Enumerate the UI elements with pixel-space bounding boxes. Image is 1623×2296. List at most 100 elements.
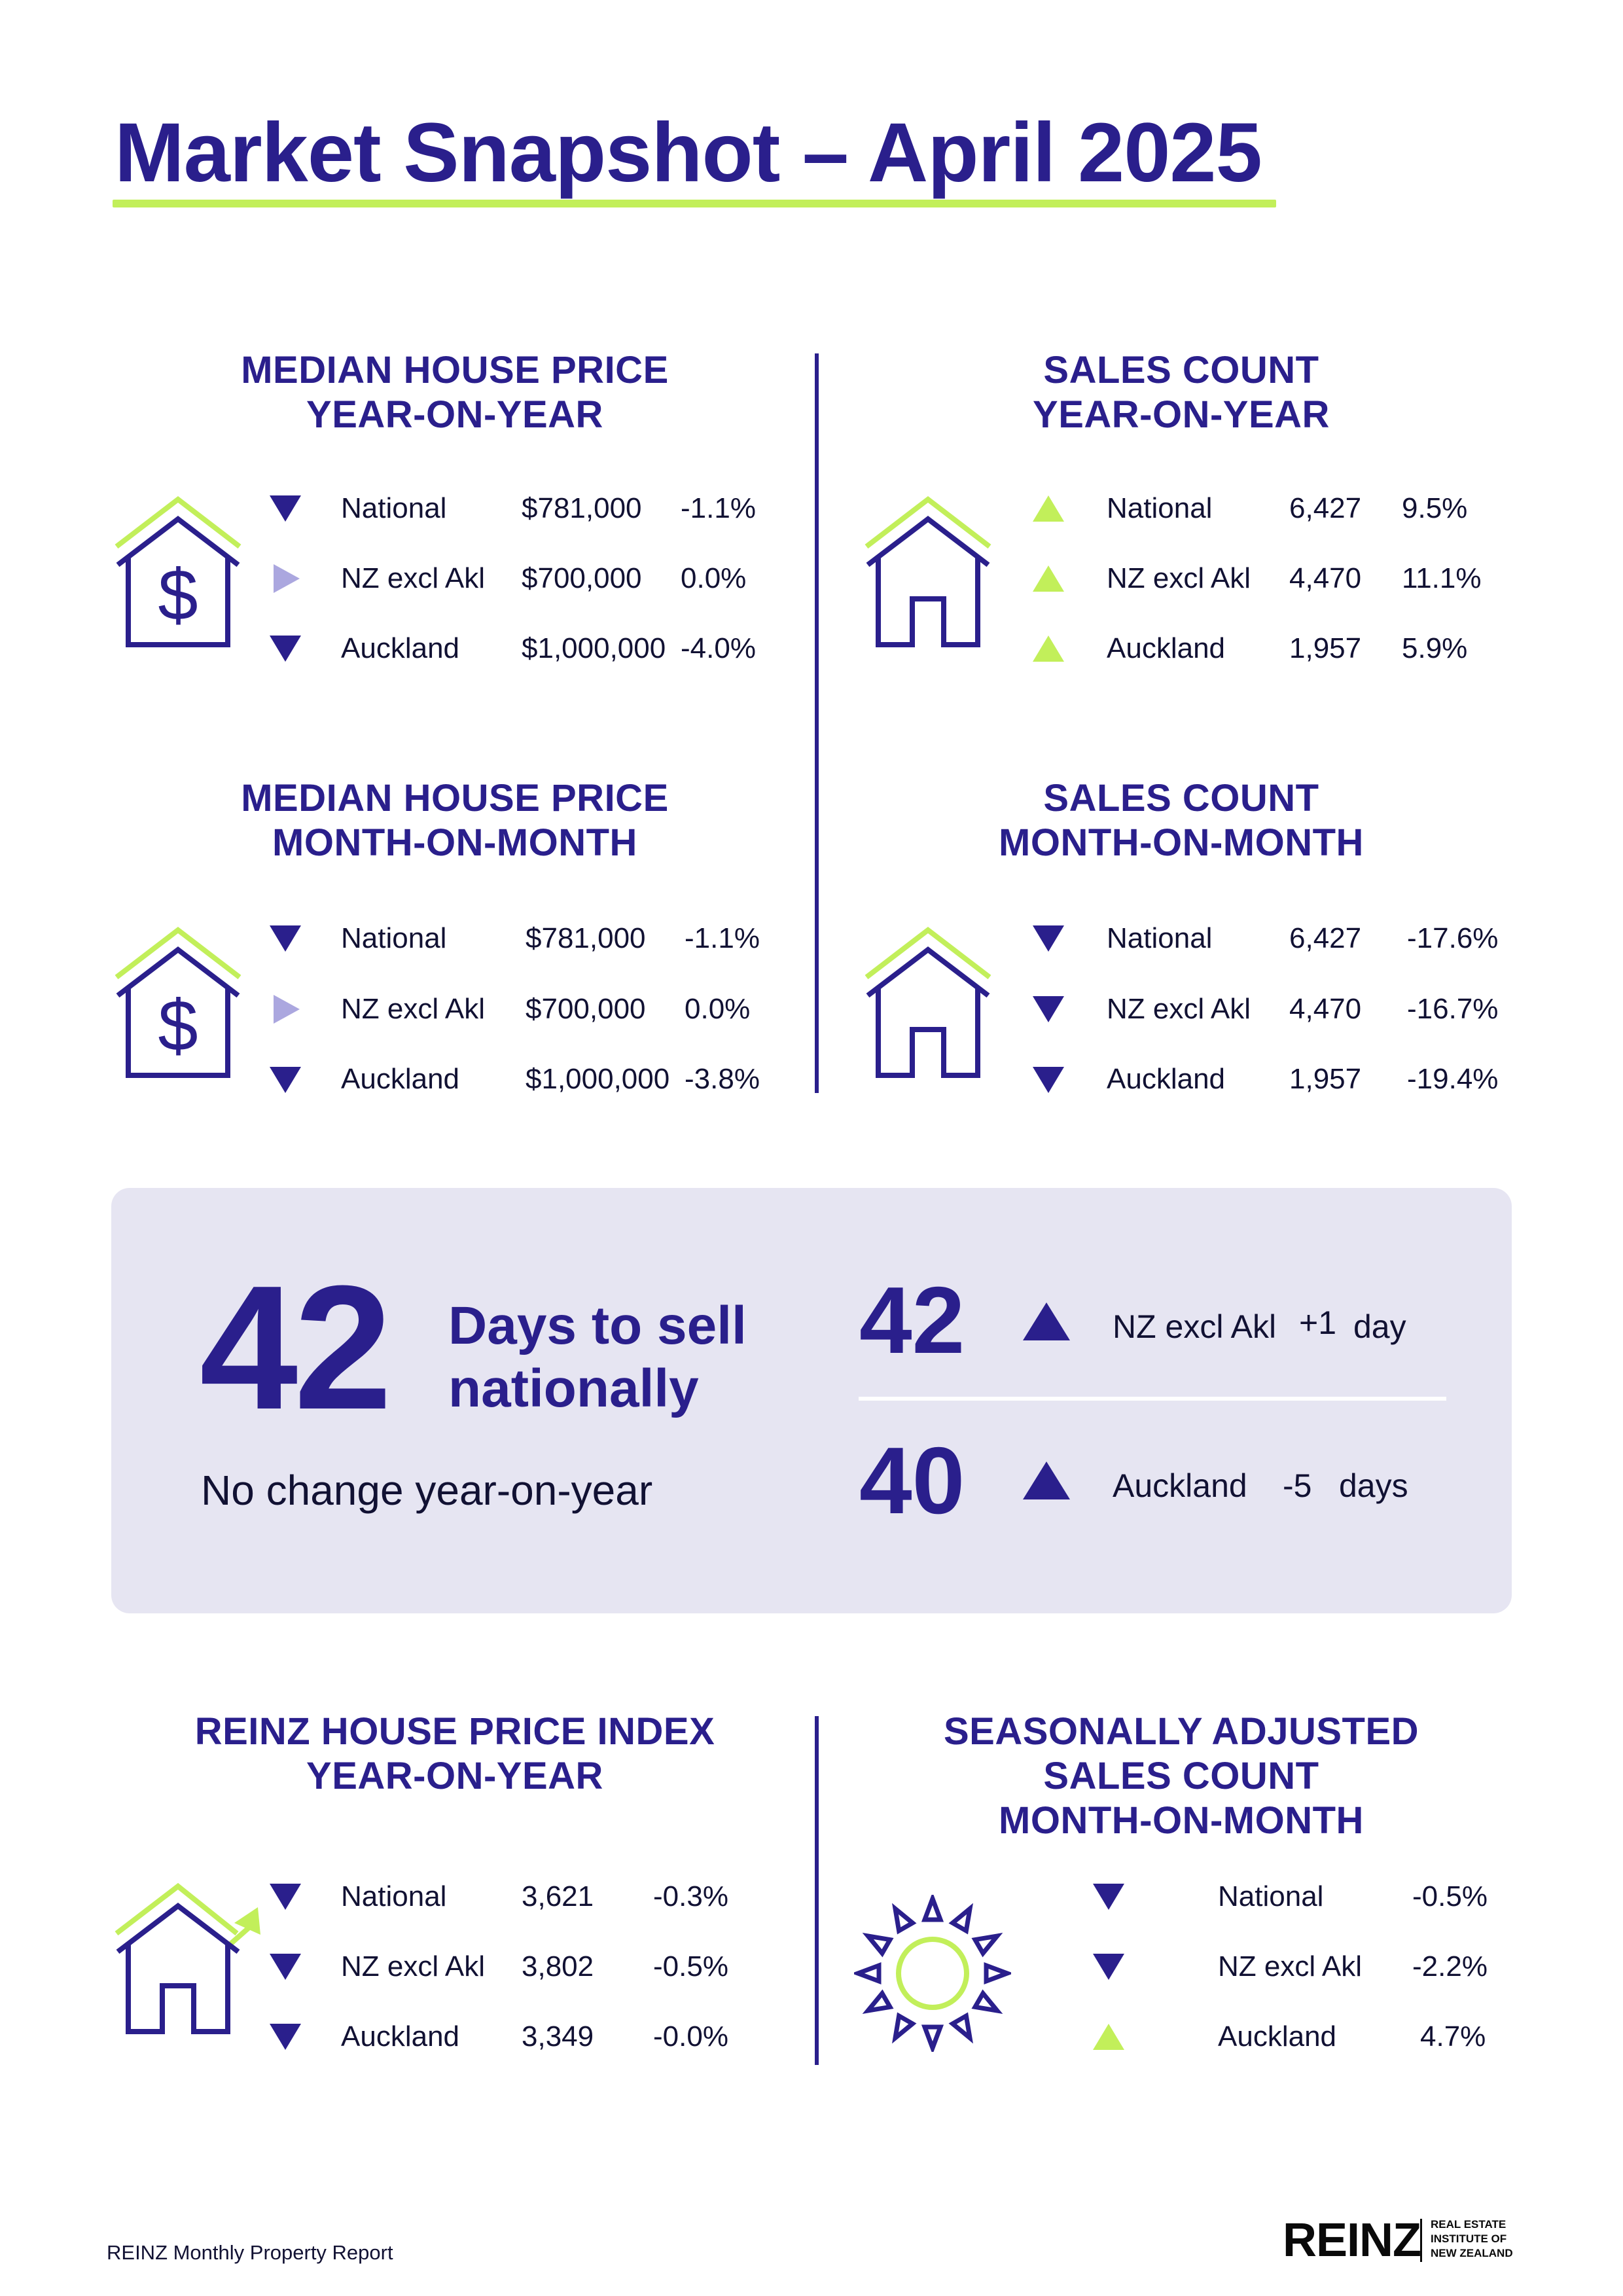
sc-yoy-heading: SALES COUNT YEAR-ON-YEAR [923,348,1440,437]
row-region: Auckland [341,2020,460,2053]
trend-down-icon [270,1884,301,1910]
row-region: National [1107,492,1213,524]
heading-line: MONTH-ON-MONTH [999,821,1364,864]
row-change: -0.3% [653,1880,728,1912]
heading-line: MEDIAN HOUSE PRICE [241,349,669,391]
days-row-unit: day [1353,1308,1406,1345]
trend-down-icon [1033,996,1064,1022]
row-region: National [1107,922,1213,954]
days-to-sell-panel [111,1188,1512,1613]
row-value: 3,621 [522,1880,594,1912]
trend-up-icon [1023,1462,1070,1499]
logo-divider [1420,2219,1422,2262]
heading-line: YEAR-ON-YEAR [1033,393,1330,436]
row-value: $700,000 [522,562,642,594]
row-region: Auckland [1107,632,1226,664]
row-value: $1,000,000 [526,1063,670,1095]
trend-up-icon [1033,495,1064,522]
heading-line: MEDIAN HOUSE PRICE [241,777,669,819]
panel-divider [859,1397,1446,1401]
row-region: Auckland [341,632,460,664]
house-dollar-icon: $ [115,926,241,1078]
heading-line: SEASONALLY ADJUSTED [943,1710,1419,1753]
days-nzexakl-number: 42 [859,1267,965,1373]
trend-down-icon [270,2024,301,2050]
trend-down-icon [1033,1067,1064,1093]
days-national-number: 42 [200,1249,392,1446]
trend-down-icon [270,636,301,662]
row-change: -0.5% [653,1950,728,1982]
days-label-line: Days to sell [448,1296,747,1355]
row-change: 5.9% [1402,632,1468,664]
row-change: -0.5% [1412,1880,1488,1912]
trend-down-icon [270,1067,301,1093]
heading-line: SALES COUNT [1043,349,1319,391]
row-value: 6,427 [1289,492,1362,524]
row-change: -4.0% [681,632,756,664]
footer-report-name: REINZ Monthly Property Report [107,2241,393,2264]
row-region: National [341,1880,447,1912]
trend-up-icon [1033,636,1064,662]
row-value: 3,802 [522,1950,594,1982]
row-region: Auckland [341,1063,460,1095]
sun-icon [854,1895,1011,2052]
row-region: NZ excl Akl [1218,1950,1363,1982]
row-region: National [341,922,447,954]
trend-down-icon [1093,1884,1124,1910]
heading-line: MONTH-ON-MONTH [272,821,637,864]
trend-down-icon [270,495,301,522]
row-change: -2.2% [1412,1950,1488,1982]
row-value: $700,000 [526,993,646,1025]
days-row-region: NZ excl Akl [1113,1308,1277,1345]
row-region: National [341,492,447,524]
row-change: -0.0% [653,2020,728,2053]
bottom-divider [815,1716,819,2065]
trend-up-icon [1033,565,1064,592]
hpi-yoy-heading: REINZ HOUSE PRICE INDEX YEAR-ON-YEAR [157,1710,753,1799]
row-change: 0.0% [681,562,747,594]
row-region: NZ excl Akl [1107,562,1251,594]
trend-up-icon [1023,1302,1070,1340]
logo-subtitle-line: NEW ZEALAND [1431,2247,1513,2259]
row-region: Auckland [1107,1063,1226,1095]
trend-down-icon [270,1954,301,1980]
row-region: NZ excl Akl [341,562,486,594]
house-icon [865,926,991,1078]
heading-line: SALES COUNT [1043,777,1319,819]
days-auckland-number: 40 [859,1427,965,1534]
row-change: 0.0% [685,993,751,1025]
heading-line: MONTH-ON-MONTH [999,1799,1364,1842]
house-icon [865,495,991,647]
row-change: -3.8% [685,1063,760,1095]
house-dollar-icon: $ [115,495,241,647]
trend-down-icon [1033,925,1064,952]
trend-down-icon [1093,1954,1124,1980]
top-divider [815,353,819,1093]
heading-line: YEAR-ON-YEAR [306,393,603,436]
days-national-label: Days to sell nationally [448,1295,747,1420]
mhp-yoy-heading: MEDIAN HOUSE PRICE YEAR-ON-YEAR [196,348,713,437]
row-change: 11.1% [1402,562,1482,594]
row-value: $1,000,000 [522,632,666,664]
row-region: NZ excl Akl [341,993,486,1025]
days-row-region: Auckland [1113,1467,1247,1504]
row-value: 1,957 [1289,632,1362,664]
trend-flat-icon [274,564,300,593]
sc-mom-heading: SALES COUNT MONTH-ON-MONTH [923,776,1440,865]
days-national-note: No change year-on-year [201,1467,653,1514]
svg-text:$: $ [158,555,198,636]
reinz-logo: REINZ [1283,2214,1421,2267]
row-change: -1.1% [685,922,760,954]
row-region: National [1218,1880,1324,1912]
row-value: 1,957 [1289,1063,1362,1095]
trend-down-icon [270,925,301,952]
row-region: Auckland [1218,2020,1337,2053]
row-value: 3,349 [522,2020,594,2053]
days-label-line: nationally [448,1359,699,1418]
heading-line: YEAR-ON-YEAR [306,1755,603,1797]
page-title: Market Snapshot – April 2025 [115,106,1262,200]
row-change: 4.7% [1420,2020,1486,2053]
logo-subtitle-line: INSTITUTE OF [1431,2233,1507,2245]
days-row-change: +1 [1299,1304,1337,1341]
logo-subtitle-line: REAL ESTATE [1431,2218,1507,2231]
